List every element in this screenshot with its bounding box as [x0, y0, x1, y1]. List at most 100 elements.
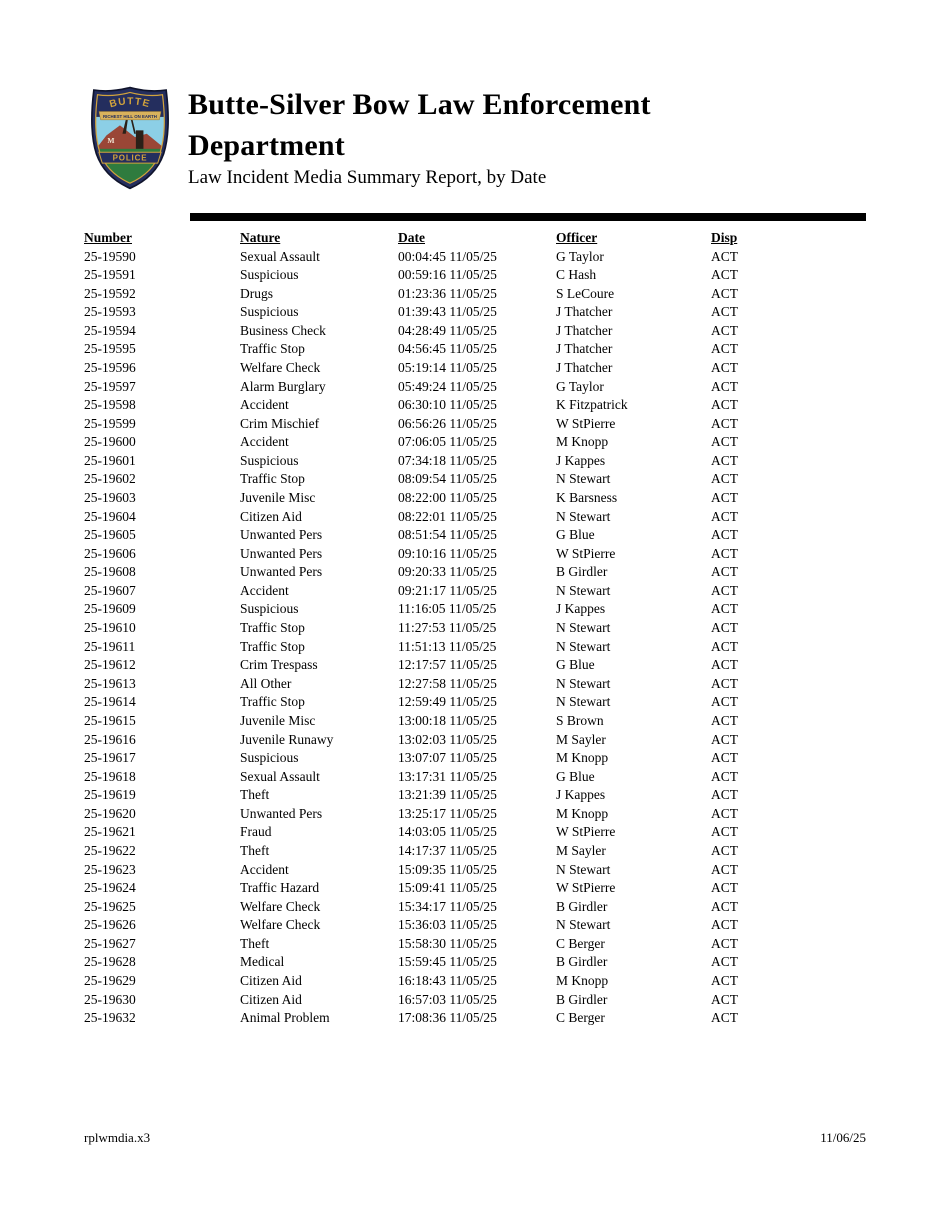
- cell-date: 00:04:45 11/05/25: [398, 248, 497, 264]
- cell-officer: S Brown: [556, 712, 604, 728]
- cell-disp: ACT: [711, 322, 738, 338]
- cell-disp: ACT: [711, 359, 738, 375]
- cell-officer: B Girdler: [556, 991, 608, 1007]
- cell-officer: N Stewart: [556, 620, 611, 636]
- cell-nature: Citizen Aid: [240, 973, 302, 989]
- cell-officer: J Thatcher: [556, 341, 613, 357]
- cell-nature: Suspicious: [240, 452, 299, 468]
- cell-number: 25-19597: [84, 378, 136, 394]
- cell-date: 16:18:43 11/05/25: [398, 973, 497, 989]
- table-row: 25-19622 Theft 14:17:37 11/05/25 M Sayler AC…: [84, 842, 866, 861]
- badge-banner-text: RICHEST HILL ON EARTH: [103, 114, 157, 119]
- cell-number: 25-19598: [84, 397, 136, 413]
- table-row: 25-19604 Citizen Aid 08:22:01 11/05/25 N St…: [84, 508, 866, 527]
- cell-date: 09:20:33 11/05/25: [398, 564, 497, 580]
- cell-disp: ACT: [711, 471, 738, 487]
- cell-date: 09:21:17 11/05/25: [398, 582, 497, 598]
- table-row: 25-19627 Theft 15:58:30 11/05/25 C Berger AC…: [84, 935, 866, 954]
- cell-disp: ACT: [711, 545, 738, 561]
- cell-officer: J Kappes: [556, 452, 606, 468]
- table-row: 25-19620 Unwanted Pers 13:25:17 11/05/25 M …: [84, 805, 866, 824]
- table-row: 25-19611 Traffic Stop 11:51:13 11/05/25 N S…: [84, 638, 866, 657]
- cell-number: 25-19617: [84, 750, 136, 766]
- cell-nature: Medical: [240, 954, 285, 970]
- cell-disp: ACT: [711, 694, 738, 710]
- cell-number: 25-19621: [84, 824, 136, 840]
- cell-date: 12:59:49 11/05/25: [398, 694, 497, 710]
- cell-officer: M Knopp: [556, 434, 609, 450]
- table-row: 25-19624 Traffic Hazard 15:09:41 11/05/25 W…: [84, 879, 866, 898]
- cell-number: 25-19595: [84, 341, 136, 357]
- cell-number: 25-19622: [84, 843, 136, 858]
- cell-number: 25-19607: [84, 582, 136, 598]
- table-row: 25-19621 Fraud 14:03:05 11/05/25 W StPierre…: [84, 823, 866, 842]
- cell-nature: Animal Problem: [240, 1010, 330, 1026]
- cell-date: 08:22:00 11/05/25: [398, 490, 497, 506]
- cell-disp: ACT: [711, 527, 738, 543]
- cell-date: 13:00:18 11/05/25: [398, 712, 497, 728]
- table-row: 25-19599 Crim Mischief 06:56:26 11/05/25 W …: [84, 415, 866, 434]
- cell-nature: Accident: [240, 582, 289, 598]
- cell-disp: ACT: [711, 750, 738, 766]
- cell-officer: J Thatcher: [556, 359, 613, 375]
- cell-number: 25-19594: [84, 322, 136, 338]
- table-row: 25-19609 Suspicious 11:16:05 11/05/25 J Kap…: [84, 600, 866, 619]
- cell-date: 12:17:57 11/05/25: [398, 657, 497, 673]
- cell-disp: ACT: [711, 805, 738, 821]
- table-row: 25-19619 Theft 13:21:39 11/05/25 J Kappes AC…: [84, 786, 866, 805]
- cell-disp: ACT: [711, 415, 738, 431]
- cell-nature: Juvenile Misc: [240, 490, 316, 506]
- cell-officer: C Berger: [556, 1010, 605, 1026]
- cell-disp: ACT: [711, 861, 738, 877]
- cell-disp: ACT: [711, 731, 738, 747]
- cell-number: 25-19619: [84, 787, 136, 803]
- cell-number: 25-19624: [84, 880, 136, 896]
- cell-officer: N Stewart: [556, 471, 611, 487]
- cell-disp: ACT: [711, 712, 738, 728]
- cell-date: 08:51:54 11/05/25: [398, 527, 497, 543]
- cell-officer: M Sayler: [556, 731, 606, 747]
- cell-number: 25-19616: [84, 731, 136, 747]
- cell-number: 25-19618: [84, 768, 136, 784]
- cell-officer: W StPierre: [556, 545, 616, 561]
- cell-number: 25-19629: [84, 973, 136, 989]
- table-header-row: Number Nature Date Officer Disp: [84, 228, 866, 248]
- cell-officer: G Taylor: [556, 378, 604, 394]
- cell-date: 11:16:05 11/05/25: [398, 601, 497, 617]
- cell-date: 08:22:01 11/05/25: [398, 508, 497, 524]
- cell-date: 07:34:18 11/05/25: [398, 452, 497, 468]
- table-row: 25-19608 Unwanted Pers 09:20:33 11/05/25 B …: [84, 563, 866, 582]
- cell-officer: M Knopp: [556, 750, 609, 766]
- cell-date: 15:36:03 11/05/25: [398, 917, 497, 933]
- table-row: 25-19625 Welfare Check 15:34:17 11/05/25 B …: [84, 898, 866, 917]
- cell-number: 25-19605: [84, 527, 136, 543]
- table-row: 25-19600 Accident 07:06:05 11/05/25 M Knopp…: [84, 433, 866, 452]
- cell-officer: J Thatcher: [556, 322, 613, 338]
- cell-number: 25-19615: [84, 712, 136, 728]
- cell-disp: ACT: [711, 434, 738, 450]
- cell-number: 25-19609: [84, 601, 136, 617]
- table-row: 25-19595 Traffic Stop 04:56:45 11/05/25 J T…: [84, 340, 866, 359]
- cell-number: 25-19608: [84, 564, 136, 580]
- table-row: 25-19628 Medical 15:59:45 11/05/25 B Girdle…: [84, 953, 866, 972]
- cell-disp: ACT: [711, 1010, 738, 1026]
- cell-number: 25-19630: [84, 991, 136, 1007]
- column-header-nature: Nature: [240, 230, 281, 245]
- cell-officer: J Kappes: [556, 787, 606, 803]
- cell-date: 15:59:45 11/05/25: [398, 954, 497, 970]
- cell-date: 07:06:05 11/05/25: [398, 434, 497, 450]
- page-title: Butte-Silver Bow Law Enforcement Departm…: [188, 84, 788, 166]
- cell-nature: Citizen Aid: [240, 991, 302, 1007]
- cell-officer: N Stewart: [556, 861, 611, 877]
- cell-officer: C Hash: [556, 267, 597, 283]
- cell-number: 25-19623: [84, 861, 136, 877]
- cell-officer: K Fitzpatrick: [556, 397, 628, 413]
- cell-date: 00:59:16 11/05/25: [398, 267, 497, 283]
- cell-nature: Unwanted Pers: [240, 527, 323, 543]
- table-row: 25-19615 Juvenile Misc 13:00:18 11/05/25 S …: [84, 712, 866, 731]
- cell-nature: Traffic Stop: [240, 638, 305, 654]
- table-row: 25-19596 Welfare Check 05:19:14 11/05/25 J …: [84, 359, 866, 378]
- cell-officer: N Stewart: [556, 917, 611, 933]
- cell-number: 25-19599: [84, 415, 136, 431]
